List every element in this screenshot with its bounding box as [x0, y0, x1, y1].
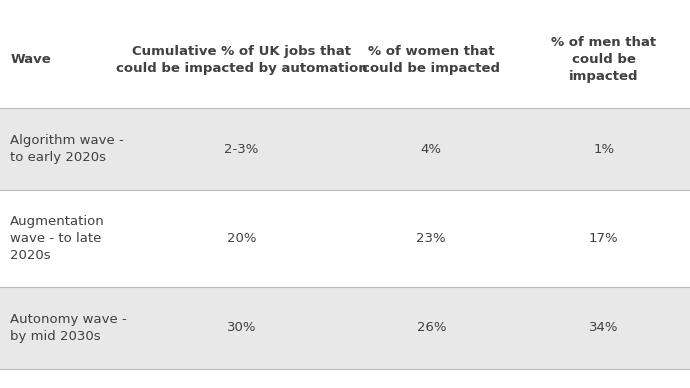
Text: % of men that
could be
impacted: % of men that could be impacted [551, 36, 656, 83]
Bar [0, 12, 690, 108]
Text: 34%: 34% [589, 321, 618, 334]
Text: 26%: 26% [417, 321, 446, 334]
Text: 20%: 20% [227, 232, 256, 245]
Text: Autonomy wave -
by mid 2030s: Autonomy wave - by mid 2030s [10, 313, 127, 343]
Bar [0, 108, 690, 190]
Text: 17%: 17% [589, 232, 618, 245]
Bar [0, 287, 690, 369]
Bar [0, 190, 690, 287]
Text: Algorithm wave -
to early 2020s: Algorithm wave - to early 2020s [10, 134, 124, 164]
Text: % of women that
could be impacted: % of women that could be impacted [362, 45, 500, 75]
Text: Wave: Wave [10, 54, 51, 66]
Text: Augmentation
wave - to late
2020s: Augmentation wave - to late 2020s [10, 215, 105, 262]
Text: Cumulative % of UK jobs that
could be impacted by automation: Cumulative % of UK jobs that could be im… [116, 45, 367, 75]
Text: 4%: 4% [421, 143, 442, 156]
Text: 2-3%: 2-3% [224, 143, 259, 156]
Text: 23%: 23% [417, 232, 446, 245]
Text: 30%: 30% [227, 321, 256, 334]
Text: 1%: 1% [593, 143, 614, 156]
